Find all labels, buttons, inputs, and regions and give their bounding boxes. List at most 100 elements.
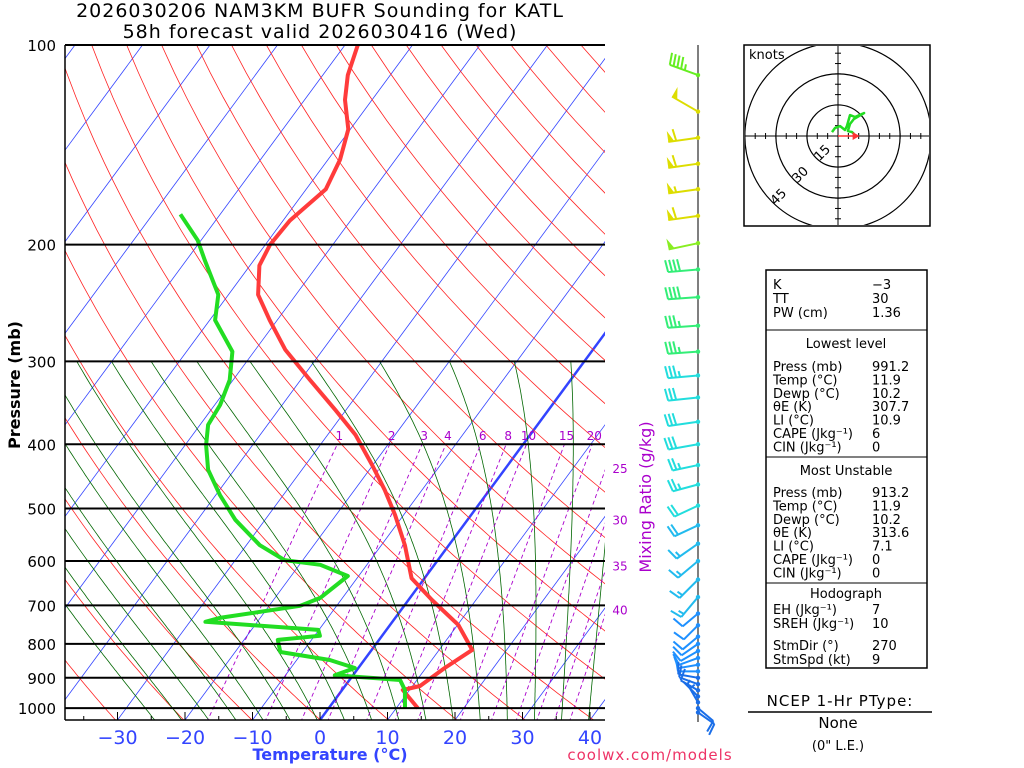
dry-adiabat-line — [126, 45, 605, 632]
barb-flag — [666, 238, 675, 250]
barb-feather — [672, 645, 683, 657]
barb-staff — [683, 624, 699, 641]
barb-base-dot — [695, 634, 701, 639]
mixing-ratio-line — [491, 444, 593, 720]
mixing-ratio-label: 2 — [388, 429, 396, 443]
barb-base-dot — [695, 655, 701, 661]
barb-feather — [664, 341, 670, 354]
barb-feather — [668, 341, 674, 354]
barb-half-feather — [675, 551, 681, 558]
barb-feather — [673, 631, 685, 641]
barb-staff — [668, 396, 699, 402]
barb-staff — [674, 504, 699, 518]
dry-adiabat-line — [405, 45, 605, 277]
barb-base-dot — [695, 681, 701, 687]
most-unstable-value: 7.1 — [872, 540, 893, 555]
wind-barb — [664, 286, 701, 301]
hodograph-stat-label: StmSpd (kt) — [773, 653, 851, 668]
pressure-tick-label: 900 — [27, 670, 56, 688]
mixing-ratio-line — [366, 444, 482, 720]
wind-barb — [663, 436, 701, 451]
barb-base-dot — [695, 323, 701, 328]
moist-adiabat-line — [65, 442, 264, 720]
wind-barb — [673, 623, 701, 641]
barb-base-dot — [695, 294, 701, 300]
most-unstable-value: 0 — [872, 566, 880, 581]
isotherm-line — [65, 45, 413, 518]
index-label: K — [773, 278, 782, 293]
barb-staff — [668, 324, 699, 329]
barb-half-feather — [677, 370, 682, 378]
barb-feather — [671, 457, 678, 471]
barb-base-dot — [695, 705, 701, 711]
barb-base-dot — [695, 594, 701, 600]
barb-feather — [671, 412, 678, 426]
section-header: Hodograph — [810, 587, 882, 602]
most-unstable-label: Press (mb) — [773, 486, 842, 501]
temp-tick-label: 20 — [443, 727, 467, 749]
barb-staff — [668, 420, 699, 427]
hodograph-trace — [830, 111, 866, 135]
mixing-ratio-line — [459, 444, 565, 720]
barb-feather — [664, 315, 670, 328]
dry-adiabat-line — [91, 45, 605, 680]
wind-barb — [672, 648, 701, 662]
index-label: TT — [772, 292, 789, 307]
lowest-level-value: 6 — [872, 427, 880, 442]
barb-feather — [670, 504, 679, 516]
mixing-ratio-label: 25 — [612, 462, 627, 476]
barb-half-feather — [677, 320, 682, 328]
wind-barb — [669, 577, 701, 599]
barb-staff — [681, 643, 699, 657]
barb-feather — [667, 413, 674, 426]
mixing-ratio-label: 15 — [559, 429, 574, 443]
wind-barb — [666, 478, 701, 493]
temp-tick-label: 0 — [314, 727, 326, 749]
most-unstable-label: CAPE (Jkg⁻¹) — [773, 553, 853, 568]
barb-feather — [678, 665, 683, 678]
lowest-level-label: Temp (°C) — [772, 373, 838, 388]
mixing-ratio-label: 30 — [612, 513, 627, 527]
barb-base-dot — [695, 675, 701, 681]
barb-staff — [668, 374, 699, 380]
dry-adiabat-line — [65, 417, 321, 720]
indices-panel: K −3 TT 30 PW (cm) 1.36 Lowest level Press (mb)… — [765, 269, 928, 669]
pressure-tick-label: 200 — [27, 237, 56, 255]
wind-barb — [668, 558, 701, 579]
wind-barb — [666, 207, 701, 222]
mixing-ratio-label: 10 — [521, 429, 536, 443]
mixing-ratio-axis-label: Mixing Ratio (g/kg) — [636, 421, 655, 572]
dry-adiabat-line — [266, 45, 605, 449]
barb-staff — [697, 711, 715, 725]
barb-base-dot — [695, 523, 701, 528]
barb-feather — [664, 287, 670, 300]
barb-base-dot — [695, 648, 701, 654]
barb-feather — [667, 458, 674, 471]
moist-adiabat-line — [588, 542, 605, 720]
barb-staff — [668, 350, 699, 355]
barb-feather — [672, 640, 684, 651]
chart-title-line2: 58h forecast valid 2026030416 (Wed) — [123, 21, 518, 43]
barb-staff — [668, 268, 699, 274]
barb-feather — [680, 56, 685, 70]
barb-feather — [671, 436, 678, 449]
barb-feather — [672, 341, 678, 354]
barb-base-dot — [695, 694, 701, 699]
isotherm-line — [65, 45, 278, 334]
barb-half-feather — [689, 683, 696, 690]
barb-base-dot — [695, 503, 701, 508]
barb-feather — [666, 479, 674, 492]
barb-feather — [668, 52, 674, 65]
dry-adiabat-line — [65, 578, 185, 720]
isotherm-line — [117, 57, 605, 720]
barb-base-dot — [695, 611, 701, 616]
barb-feather — [671, 154, 678, 168]
barb-half-feather — [677, 483, 682, 490]
wind-barbs — [663, 45, 716, 736]
barb-staff — [682, 612, 699, 628]
mixing-ratio-line — [417, 444, 527, 720]
barb-flag — [672, 87, 678, 100]
isotherm-line — [387, 424, 605, 720]
barb-base-dot — [695, 482, 701, 487]
